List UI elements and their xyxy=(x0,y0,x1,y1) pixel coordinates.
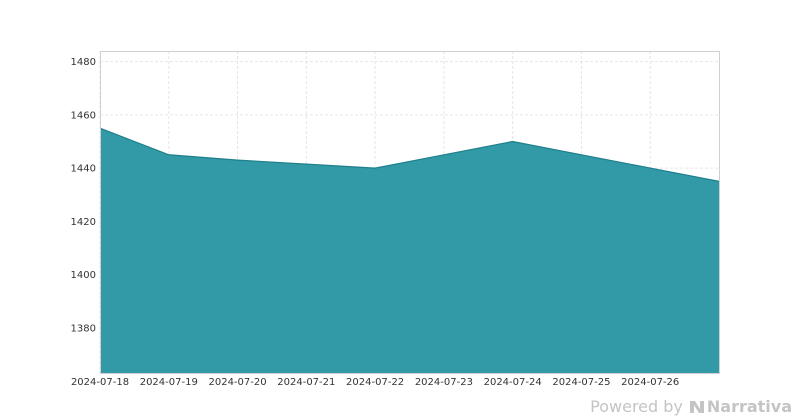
narrativa-logo-icon xyxy=(689,400,704,413)
x-tick-label: 2024-07-23 xyxy=(415,377,473,388)
x-tick-label: 2024-07-20 xyxy=(208,377,266,388)
y-tick-label: 1440 xyxy=(71,164,96,175)
x-axis-ticks: 2024-07-18 2024-07-19 2024-07-20 2024-07-21… xyxy=(71,377,679,388)
area-line xyxy=(99,127,720,182)
x-tick-label: 2024-07-26 xyxy=(621,377,679,388)
y-axis-ticks: 1380 1400 1420 1440 1460 1480 xyxy=(71,57,96,334)
y-tick-label: 1480 xyxy=(71,57,96,68)
branding: Powered by Narrativa xyxy=(590,397,792,416)
x-tick-label: 2024-07-19 xyxy=(140,377,198,388)
y-tick-label: 1420 xyxy=(71,217,96,228)
x-tick-label: 2024-07-22 xyxy=(346,377,404,388)
brand-name: Narrativa xyxy=(706,397,792,416)
plot-frame xyxy=(100,51,720,374)
area-fill xyxy=(100,128,719,373)
brand-logo: Narrativa xyxy=(689,397,792,416)
x-tick-label: 2024-07-18 xyxy=(71,377,129,388)
x-tick-label: 2024-07-21 xyxy=(277,377,335,388)
y-tick-label: 1400 xyxy=(71,270,96,281)
series-layer xyxy=(99,127,720,373)
x-tick-label: 2024-07-25 xyxy=(552,377,610,388)
powered-by-text: Powered by xyxy=(590,397,683,416)
y-tick-label: 1460 xyxy=(71,110,96,121)
y-tick-label: 1380 xyxy=(71,323,96,334)
x-tick-label: 2024-07-24 xyxy=(484,377,542,388)
